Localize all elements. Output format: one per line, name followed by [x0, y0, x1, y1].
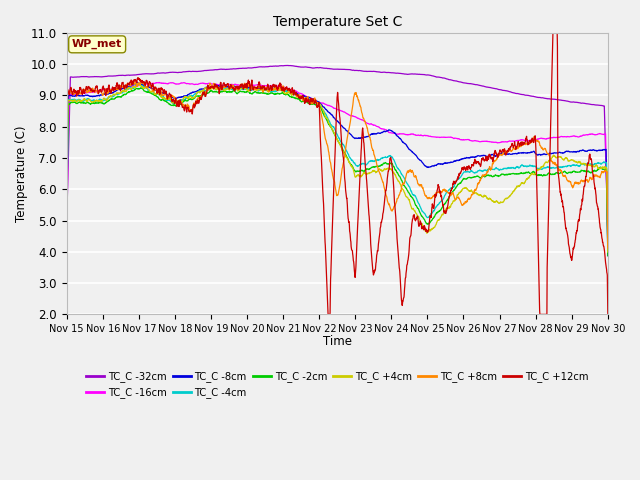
TC_C -2cm: [572, 169, 579, 175]
TC_C -4cm: [365, 159, 372, 165]
TC_C +8cm: [63, 230, 70, 236]
TC_C -8cm: [353, 136, 361, 142]
TC_C +4cm: [63, 235, 70, 241]
TC_C -4cm: [353, 163, 361, 168]
TC_C -16cm: [572, 134, 579, 140]
Line: TC_C +8cm: TC_C +8cm: [67, 82, 608, 248]
TC_C -16cm: [63, 233, 70, 239]
TC_C -32cm: [284, 62, 291, 68]
TC_C -4cm: [134, 81, 141, 86]
TC_C -16cm: [604, 240, 612, 246]
TC_C +8cm: [556, 168, 564, 174]
TC_C -32cm: [572, 99, 579, 105]
Line: TC_C -4cm: TC_C -4cm: [67, 84, 608, 252]
TC_C -2cm: [556, 170, 564, 176]
TC_C -2cm: [495, 174, 502, 180]
TC_C -32cm: [495, 87, 502, 93]
TC_C +12cm: [495, 151, 502, 156]
TC_C +8cm: [129, 79, 137, 84]
TC_C +4cm: [495, 200, 502, 206]
Line: TC_C -16cm: TC_C -16cm: [67, 83, 608, 243]
TC_C -2cm: [63, 237, 70, 243]
TC_C -32cm: [604, 230, 612, 236]
TC_C +4cm: [214, 85, 221, 91]
Y-axis label: Temperature (C): Temperature (C): [15, 125, 28, 222]
TC_C -8cm: [604, 253, 612, 259]
TC_C -32cm: [63, 224, 70, 229]
TC_C -2cm: [137, 85, 145, 91]
TC_C -32cm: [365, 69, 372, 74]
TC_C +4cm: [604, 249, 612, 255]
Line: TC_C -2cm: TC_C -2cm: [67, 88, 608, 256]
TC_C +8cm: [572, 180, 579, 185]
TC_C +12cm: [324, 312, 332, 317]
Title: Temperature Set C: Temperature Set C: [273, 15, 402, 29]
TC_C -16cm: [556, 134, 564, 140]
TC_C +12cm: [572, 237, 579, 242]
TC_C -8cm: [495, 151, 502, 157]
TC_C +4cm: [134, 81, 141, 86]
TC_C +8cm: [604, 245, 612, 251]
TC_C +12cm: [549, 30, 557, 36]
TC_C +12cm: [353, 239, 361, 245]
Legend: TC_C -32cm, TC_C -16cm, TC_C -8cm, TC_C -4cm, TC_C -2cm, TC_C +4cm, TC_C +8cm, T: TC_C -32cm, TC_C -16cm, TC_C -8cm, TC_C …: [82, 367, 593, 402]
TC_C -4cm: [495, 167, 502, 172]
TC_C -8cm: [133, 80, 141, 85]
TC_C -16cm: [495, 140, 502, 145]
TC_C -16cm: [155, 80, 163, 85]
TC_C +4cm: [572, 159, 579, 165]
TC_C +8cm: [353, 94, 361, 99]
TC_C -8cm: [572, 149, 579, 155]
TC_C -4cm: [604, 249, 612, 255]
TC_C +12cm: [557, 189, 564, 194]
TC_C -4cm: [556, 165, 564, 170]
TC_C -2cm: [604, 253, 612, 259]
Line: TC_C +12cm: TC_C +12cm: [67, 33, 608, 314]
Line: TC_C -32cm: TC_C -32cm: [67, 65, 608, 233]
TC_C +4cm: [353, 173, 361, 179]
TC_C +4cm: [365, 170, 372, 176]
TC_C +8cm: [495, 154, 502, 159]
TC_C -32cm: [353, 68, 361, 73]
TC_C -16cm: [353, 115, 361, 120]
TC_C -4cm: [214, 85, 221, 91]
TC_C -2cm: [365, 167, 372, 172]
TC_C -2cm: [214, 89, 221, 95]
TC_C -2cm: [353, 168, 361, 174]
Line: TC_C +4cm: TC_C +4cm: [67, 84, 608, 252]
TC_C +8cm: [365, 132, 372, 138]
TC_C -8cm: [365, 133, 372, 139]
TC_C -16cm: [214, 82, 221, 87]
TC_C +12cm: [604, 312, 612, 317]
TC_C -4cm: [63, 236, 70, 241]
TC_C -4cm: [572, 163, 579, 168]
TC_C +4cm: [556, 154, 564, 159]
TC_C -8cm: [63, 224, 70, 229]
TC_C +12cm: [214, 83, 221, 89]
TC_C -8cm: [556, 150, 564, 156]
X-axis label: Time: Time: [323, 336, 352, 348]
TC_C -32cm: [556, 97, 564, 103]
Line: TC_C -8cm: TC_C -8cm: [67, 83, 608, 256]
TC_C -32cm: [214, 67, 221, 72]
TC_C +12cm: [63, 203, 70, 208]
Text: WP_met: WP_met: [72, 39, 122, 49]
TC_C -8cm: [214, 83, 221, 88]
TC_C +8cm: [214, 84, 221, 90]
TC_C +12cm: [365, 208, 372, 214]
TC_C -16cm: [365, 121, 372, 127]
